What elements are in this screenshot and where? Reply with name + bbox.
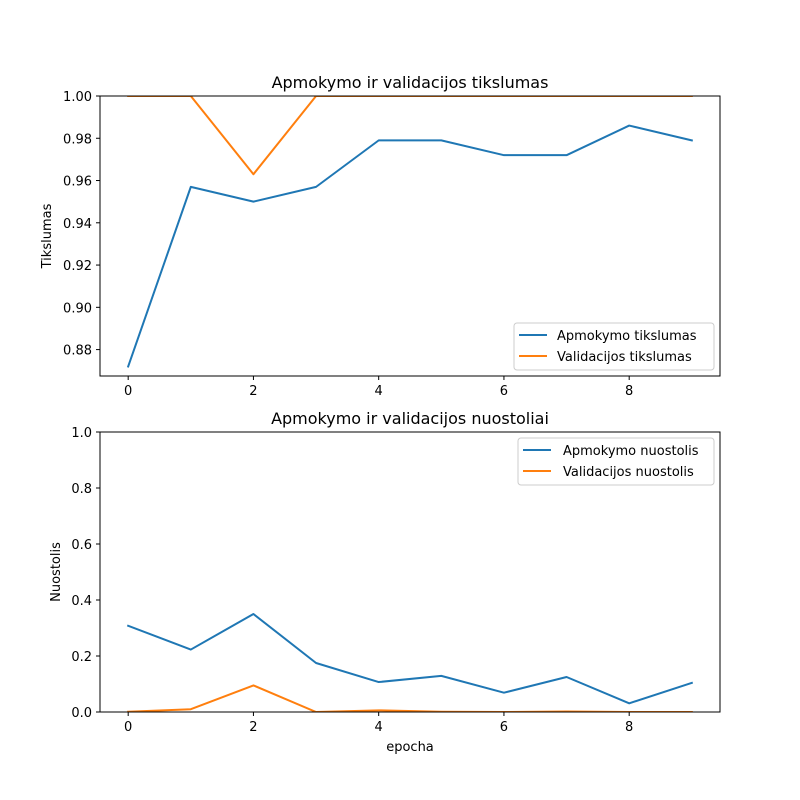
loss-ytick-label: 1.0 <box>71 426 92 441</box>
loss-legend-label-train: Apmokymo nuostolis <box>563 444 699 459</box>
loss-legend-label-validation: Validacijos nuostolis <box>563 465 694 480</box>
loss-chart-frame <box>99 431 721 713</box>
accuracy-chart-title: Apmokymo ir validacijos tikslumas <box>272 73 549 92</box>
accuracy-series-line-validation <box>127 96 693 176</box>
loss-xtick-label: 0 <box>124 720 132 735</box>
loss-xtick-label: 8 <box>625 720 633 735</box>
accuracy-chart-ticks: 0 2 4 6 8 0.88 0.90 0.92 0.94 0.96 0.98 1.00 <box>63 90 633 399</box>
loss-xtick-label: 6 <box>500 720 508 735</box>
accuracy-legend-label-validation: Validacijos tikslumas <box>557 350 692 365</box>
loss-legend-box <box>517 437 715 486</box>
accuracy-ytick-label: 0.92 <box>63 259 92 274</box>
loss-xtick-label: 2 <box>249 720 257 735</box>
accuracy-chart-legend: Apmokymo tikslumas Validacijos tikslumas <box>513 322 715 371</box>
accuracy-ytick-label: 0.94 <box>63 217 92 232</box>
accuracy-ytick-label: 0.96 <box>63 175 92 190</box>
loss-chart-legend: Apmokymo nuostolis Validacijos nuostolis <box>517 437 715 486</box>
accuracy-legend-box <box>513 322 715 371</box>
loss-series-line-train <box>126 613 694 705</box>
accuracy-ytick-label: 1.00 <box>63 90 92 105</box>
loss-ytick-label: 0.4 <box>71 594 92 609</box>
loss-ytick-label: 0.0 <box>71 706 92 721</box>
accuracy-xtick-label: 8 <box>625 384 633 399</box>
accuracy-chart-ylabel: Tikslumas <box>40 203 55 269</box>
accuracy-xtick-label: 2 <box>249 384 257 399</box>
accuracy-chart-frame <box>99 95 721 377</box>
accuracy-xtick-label: 6 <box>500 384 508 399</box>
accuracy-chart: Apmokymo ir validacijos tikslumas Tikslu… <box>40 73 721 399</box>
loss-chart-ylabel: Nuostolis <box>49 542 64 602</box>
accuracy-xtick-label: 0 <box>124 384 132 399</box>
loss-ytick-label: 0.8 <box>71 482 92 497</box>
accuracy-ytick-label: 0.98 <box>63 132 92 147</box>
accuracy-ytick-label: 0.88 <box>63 344 92 359</box>
accuracy-xtick-label: 4 <box>375 384 383 399</box>
accuracy-chart-plot-area <box>126 96 694 368</box>
accuracy-series-line-train <box>126 124 694 368</box>
loss-chart-xlabel: epocha <box>386 740 434 755</box>
loss-chart-ticks: 0 2 4 6 8 0.0 0.2 0.4 0.6 0.8 1.0 <box>71 426 633 735</box>
loss-xtick-label: 4 <box>375 720 383 735</box>
loss-chart: Apmokymo ir validacijos nuostoliai Nuost… <box>49 409 721 755</box>
accuracy-legend-label-train: Apmokymo tikslumas <box>557 329 697 344</box>
loss-ytick-label: 0.2 <box>71 650 92 665</box>
loss-chart-title: Apmokymo ir validacijos nuostoliai <box>271 409 549 428</box>
accuracy-ytick-label: 0.90 <box>63 301 92 316</box>
loss-ytick-label: 0.6 <box>71 538 92 553</box>
